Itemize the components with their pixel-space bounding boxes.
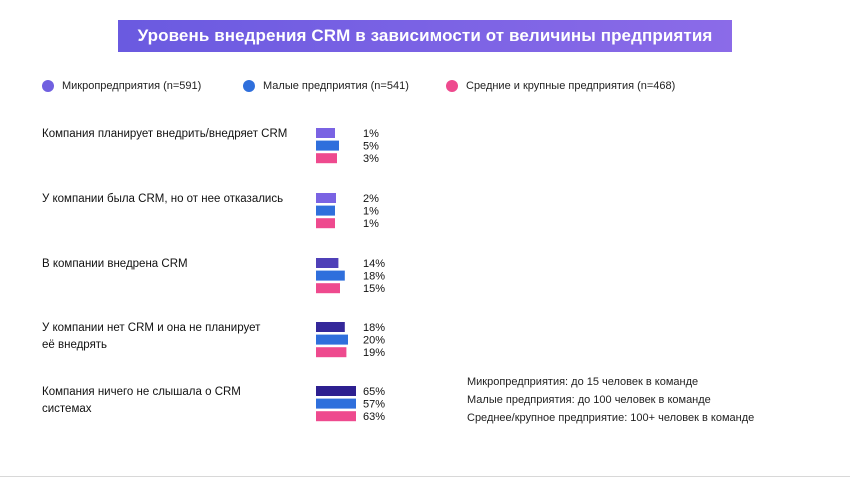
bar — [316, 270, 345, 281]
bar — [316, 193, 336, 203]
bar — [316, 334, 348, 345]
legend-label-medium-large: Средние и крупные предприятия (n=468) — [466, 80, 676, 92]
data-label: 1% — [363, 218, 379, 230]
data-label: 63% — [363, 411, 385, 423]
note-small-definition: Малые предприятия: до 100 человек в кома… — [467, 394, 711, 406]
category-label: её внедрять — [42, 339, 107, 351]
bar — [316, 140, 339, 151]
bar — [316, 347, 347, 358]
legend-swatch-small — [243, 80, 255, 92]
chart-title: Уровень внедрения CRM в зависимости от в… — [118, 20, 732, 52]
category-label: Компания ничего не слышала о CRM — [42, 386, 241, 398]
legend-swatch-micro — [42, 80, 54, 92]
data-label: 2% — [363, 193, 379, 205]
bar — [316, 398, 356, 409]
data-label: 15% — [363, 283, 385, 295]
data-label: 1% — [363, 206, 379, 218]
data-label: 18% — [363, 271, 385, 283]
bottom-divider — [0, 476, 850, 477]
category-label: Компания планирует внедрить/внедряет CRM — [42, 128, 287, 140]
legend-label-micro: Микропредприятия (n=591) — [62, 80, 202, 92]
data-label: 65% — [363, 386, 385, 398]
legend-item-medium-large: Средние и крупные предприятия (n=468) — [446, 80, 675, 92]
bar — [316, 258, 339, 268]
data-label: 1% — [363, 128, 379, 140]
bar — [316, 153, 337, 164]
bar — [316, 283, 340, 294]
category-label: В компании внедрена CRM — [42, 258, 188, 270]
bar — [316, 322, 345, 332]
bar — [316, 386, 356, 396]
note-medium-large-definition: Среднее/крупное предприятие: 100+ челове… — [467, 412, 755, 424]
bar — [316, 128, 335, 138]
category-label: системах — [42, 403, 92, 415]
category-label: У компании нет CRM и она не планирует — [42, 322, 261, 334]
data-label: 14% — [363, 258, 385, 270]
bar — [316, 205, 335, 216]
legend-item-micro: Микропредприятия (n=591) — [42, 80, 201, 92]
data-label: 5% — [363, 141, 379, 153]
data-label: 18% — [363, 322, 385, 334]
bar — [316, 411, 356, 422]
category-label: У компании была CRM, но от нее отказалис… — [42, 193, 283, 205]
data-label: 3% — [363, 153, 379, 165]
data-label: 20% — [363, 335, 385, 347]
legend-item-small: Малые предприятия (n=541) — [243, 80, 409, 92]
legend-label-small: Малые предприятия (n=541) — [263, 80, 409, 92]
bar — [316, 218, 335, 229]
data-label: 19% — [363, 347, 385, 359]
legend: Микропредприятия (n=591) Малые предприят… — [0, 80, 850, 96]
data-label: 57% — [363, 399, 385, 411]
legend-swatch-medium-large — [446, 80, 458, 92]
note-micro-definition: Микропредприятия: до 15 человек в команд… — [467, 376, 699, 388]
